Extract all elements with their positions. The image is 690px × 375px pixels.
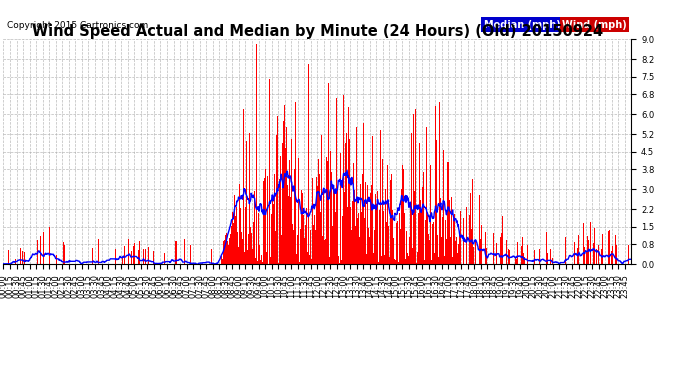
Text: Wind (mph): Wind (mph) [562,20,627,30]
Text: Copyright 2015 Cartronics.com: Copyright 2015 Cartronics.com [7,21,148,30]
Title: Wind Speed Actual and Median by Minute (24 Hours) (Old) 20150924: Wind Speed Actual and Median by Minute (… [32,24,603,39]
Text: Median (mph): Median (mph) [484,20,560,30]
